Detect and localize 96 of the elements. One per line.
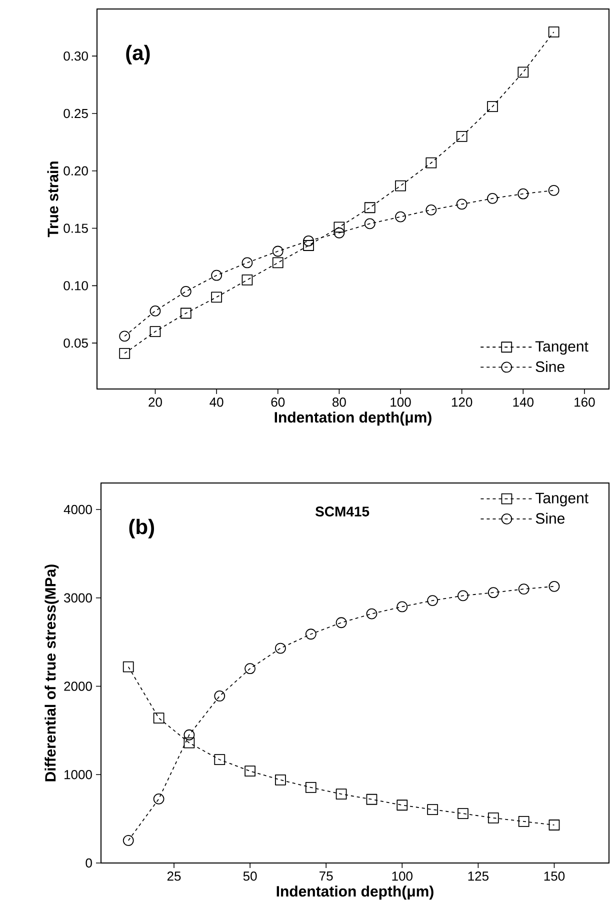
- point: [303, 235, 314, 246]
- point: [487, 192, 498, 204]
- y-tick-label: 0.05: [64, 338, 88, 348]
- x-axis-title: Indentation depth(μm): [274, 412, 432, 426]
- x-tick-label: 60: [271, 398, 285, 407]
- point: [518, 816, 530, 827]
- point: [488, 812, 499, 824]
- point: [395, 211, 406, 222]
- y-tick-label: 0.20: [64, 166, 88, 176]
- y-tick-label: 0.30: [64, 51, 88, 61]
- y-tick-label: 1000: [64, 770, 92, 780]
- x-tick-label: 25: [167, 872, 181, 881]
- point: [244, 663, 256, 674]
- annotation: (a): [126, 44, 150, 64]
- x-tick-label: 80: [332, 398, 346, 407]
- x-tick-label: 160: [574, 398, 595, 407]
- point: [334, 222, 345, 233]
- point: [244, 766, 256, 777]
- point: [305, 782, 316, 793]
- y-axis-title: Differential of true stress(MPa): [44, 564, 59, 782]
- point: [366, 794, 378, 805]
- point: [548, 184, 560, 196]
- point: [119, 348, 130, 359]
- point: [548, 820, 560, 830]
- point: [395, 180, 406, 192]
- x-tick-label: 125: [468, 872, 488, 881]
- point: [518, 188, 529, 200]
- point: [336, 788, 347, 800]
- x-tick-label: 75: [320, 872, 333, 881]
- x-tick-label: 50: [243, 872, 257, 881]
- legend-label: Sine: [536, 361, 564, 372]
- point: [211, 292, 222, 303]
- point: [518, 66, 529, 78]
- x-axis-title: Indentation depth(μm): [276, 886, 434, 900]
- point: [275, 642, 286, 654]
- point: [242, 274, 253, 286]
- point: [364, 202, 376, 214]
- point: [275, 774, 286, 786]
- point: [487, 101, 498, 112]
- legend-label: Tangent: [536, 492, 588, 506]
- y-tick-label: 2000: [64, 682, 92, 691]
- point: [305, 628, 316, 640]
- point: [364, 218, 376, 230]
- y-tick-label: 3000: [64, 593, 92, 602]
- point: [150, 326, 161, 338]
- point: [211, 270, 222, 281]
- point: [427, 804, 438, 815]
- point: [242, 257, 253, 268]
- point: [184, 729, 195, 740]
- point: [180, 308, 192, 319]
- y-tick-label: 0.15: [64, 224, 88, 233]
- y-tick-label: 4000: [64, 504, 92, 514]
- x-tick-label: 100: [392, 872, 412, 881]
- point: [548, 26, 560, 38]
- point: [122, 661, 134, 672]
- point: [334, 227, 345, 238]
- y-axis-title: True strain: [47, 162, 58, 238]
- x-tick-label: 150: [544, 872, 565, 881]
- point: [518, 584, 530, 595]
- point: [119, 330, 130, 342]
- point: [184, 737, 195, 748]
- y-tick-label: 0.25: [64, 108, 88, 118]
- point: [272, 246, 284, 257]
- point: [150, 305, 161, 316]
- legend-label: Sine: [536, 512, 565, 524]
- point: [214, 690, 226, 702]
- point: [214, 754, 226, 766]
- point: [426, 157, 437, 168]
- point: [456, 130, 468, 142]
- x-tick-label: 140: [513, 398, 534, 407]
- x-tick-label: 40: [210, 398, 224, 407]
- point: [180, 286, 192, 297]
- x-tick-label: 20: [148, 398, 162, 407]
- point: [303, 240, 314, 251]
- point: [122, 835, 134, 846]
- x-tick-label: 100: [390, 398, 411, 407]
- point: [426, 204, 437, 216]
- annotation: SCM415: [315, 506, 370, 516]
- point: [456, 198, 468, 210]
- point: [366, 608, 378, 620]
- y-tick-label: 0: [86, 858, 92, 868]
- point: [488, 587, 499, 598]
- point: [272, 257, 284, 268]
- legend-label: Tangent: [535, 341, 588, 355]
- y-tick-label: 0.10: [64, 281, 88, 290]
- point: [548, 580, 560, 592]
- point: [458, 590, 468, 602]
- point: [396, 601, 408, 612]
- point: [427, 595, 438, 606]
- x-tick-label: 120: [452, 398, 472, 407]
- point: [458, 808, 468, 819]
- point: [153, 793, 164, 804]
- point: [153, 712, 164, 724]
- point: [396, 800, 408, 811]
- annotation: (b): [129, 518, 154, 538]
- point: [336, 617, 347, 628]
